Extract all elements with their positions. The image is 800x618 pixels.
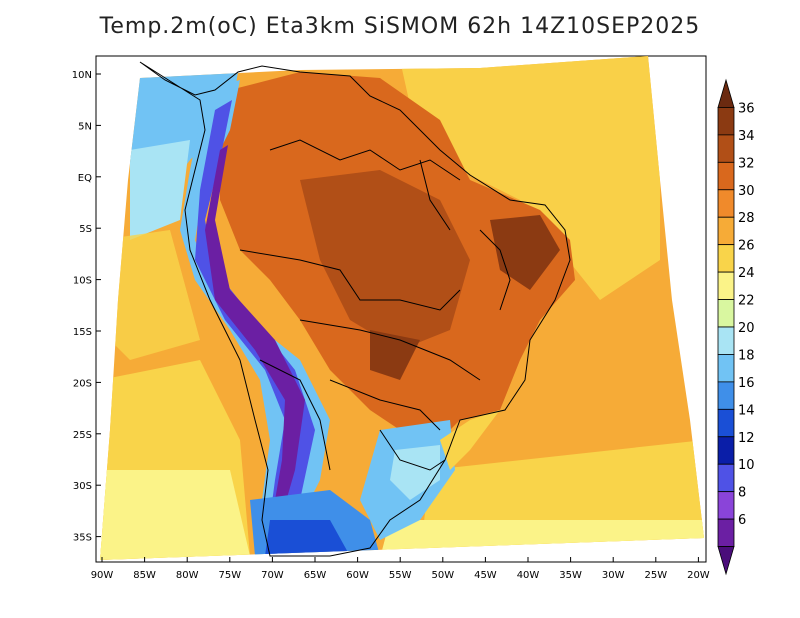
colorbar-label: 6 bbox=[738, 513, 746, 528]
map-title: Temp.2m(oC) Eta3km SiSMOM 62h 14Z10SEP20… bbox=[99, 14, 701, 39]
lon-tick-label: 75W bbox=[218, 570, 241, 581]
latitude-axis: 10N 5N EQ 5S 10S 15S 20S 25S 30S 35S bbox=[72, 70, 101, 544]
lon-tick-label: 40W bbox=[517, 570, 540, 581]
lon-tick-label: 45W bbox=[474, 570, 497, 581]
colorbar-swatch bbox=[717, 216, 735, 246]
colorbar-label: 10 bbox=[738, 458, 755, 473]
colorbar-swatch bbox=[717, 463, 735, 493]
lon-tick-label: 60W bbox=[346, 570, 369, 581]
colorbar-label: 20 bbox=[738, 321, 755, 336]
colorbar-swatch bbox=[717, 436, 735, 465]
lon-tick-label: 70W bbox=[261, 570, 284, 581]
colorbar-label: 34 bbox=[738, 129, 755, 144]
colorbar-cap-bottom bbox=[717, 546, 735, 576]
lat-tick-label: 20S bbox=[73, 378, 92, 389]
colorbar-label: 22 bbox=[738, 294, 755, 309]
colorbar-label: 28 bbox=[738, 211, 755, 226]
lat-tick-label: 5S bbox=[79, 224, 92, 235]
lat-tick-label: EQ bbox=[78, 173, 92, 184]
colorbar-label: 16 bbox=[738, 376, 755, 391]
colorbar-label: 36 bbox=[738, 101, 755, 116]
colorbar-swatch bbox=[717, 326, 735, 355]
lon-tick-label: 90W bbox=[91, 570, 114, 581]
lat-tick-label: 15S bbox=[73, 327, 92, 338]
lon-tick-label: 20W bbox=[687, 570, 710, 581]
colorbar-label: 18 bbox=[738, 348, 755, 363]
colorbar-swatch bbox=[717, 271, 735, 300]
colorbar-swatch bbox=[717, 161, 735, 191]
colorbar-swatch bbox=[717, 381, 735, 410]
longitude-axis: 90W 85W 80W 75W 70W 65W 60W 55W 50W 45W 40W 35W 30W 2… bbox=[91, 557, 710, 581]
lon-tick-label: 55W bbox=[389, 570, 412, 581]
lon-tick-label: 80W bbox=[176, 570, 199, 581]
lat-tick-label: 30S bbox=[73, 481, 92, 492]
coastlines bbox=[139, 61, 571, 557]
colorbar-swatch bbox=[717, 299, 735, 328]
temperature-field bbox=[100, 56, 704, 560]
lat-tick-label: 35S bbox=[73, 533, 92, 544]
colorbar-cap-top bbox=[717, 78, 735, 108]
colorbar-swatch bbox=[717, 244, 735, 273]
colorbar-label: 32 bbox=[738, 156, 755, 171]
lat-tick-label: 10S bbox=[73, 276, 92, 287]
colorbar-label: 24 bbox=[738, 266, 755, 281]
colorbar: 36 34 32 30 28 26 24 22 20 18 16 14 12 10 8 6 bbox=[717, 78, 755, 576]
lon-tick-label: 50W bbox=[431, 570, 454, 581]
lat-tick-label: 25S bbox=[73, 430, 92, 441]
colorbar-swatch bbox=[717, 189, 735, 218]
colorbar-swatch bbox=[717, 107, 735, 136]
lat-tick-label: 5N bbox=[78, 121, 92, 132]
colorbar-label: 14 bbox=[738, 403, 755, 418]
lon-tick-label: 25W bbox=[644, 570, 667, 581]
lon-tick-label: 35W bbox=[559, 570, 582, 581]
colorbar-label: 12 bbox=[738, 431, 755, 446]
colorbar-swatch bbox=[717, 491, 735, 520]
colorbar-swatch bbox=[717, 354, 735, 383]
lon-tick-label: 85W bbox=[133, 570, 156, 581]
colorbar-label: 30 bbox=[738, 184, 755, 199]
colorbar-swatch bbox=[717, 518, 735, 547]
colorbar-swatch bbox=[717, 134, 735, 163]
lat-tick-label: 10N bbox=[72, 70, 92, 81]
lon-tick-label: 65W bbox=[304, 570, 327, 581]
colorbar-label: 26 bbox=[738, 239, 755, 254]
colorbar-swatch bbox=[717, 408, 735, 438]
lon-tick-label: 30W bbox=[602, 570, 625, 581]
colorbar-label: 8 bbox=[738, 486, 746, 501]
